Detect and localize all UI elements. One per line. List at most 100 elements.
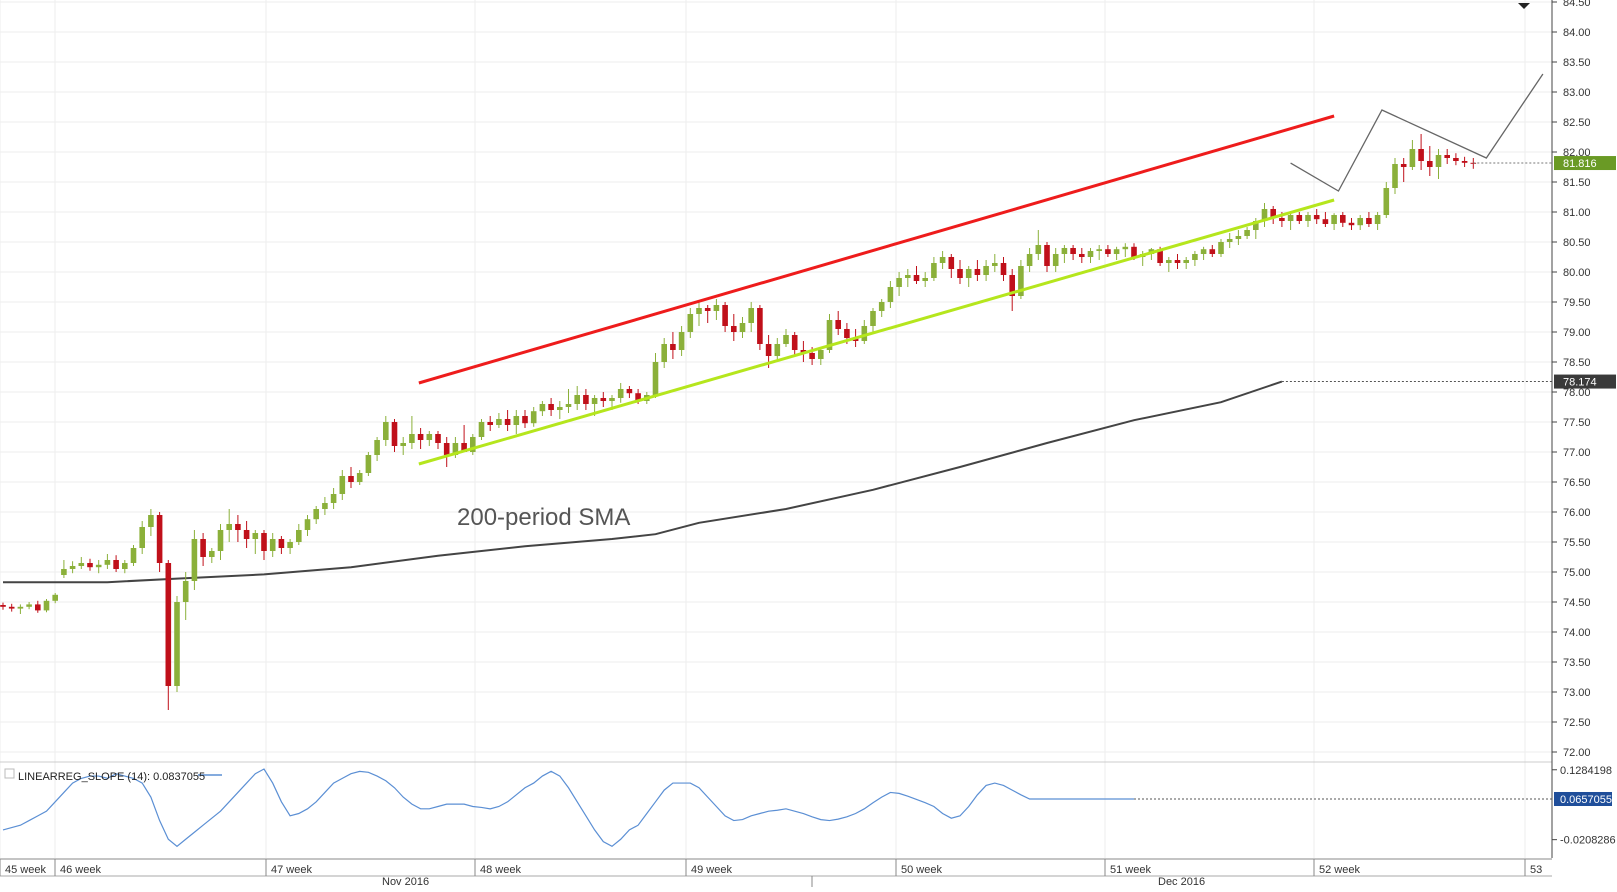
week-tick-label: 46 week — [60, 864, 101, 876]
sma-annotation: 200-period SMA — [457, 504, 630, 531]
candle-body — [818, 350, 824, 359]
candle-body — [35, 604, 41, 611]
week-tick-label: 47 week — [271, 864, 312, 876]
price-tick-label: 84.50 — [1563, 0, 1591, 9]
candle-body — [1105, 249, 1111, 254]
candle-body — [1226, 239, 1233, 242]
candle-body — [1340, 215, 1346, 223]
candle-body — [1400, 164, 1407, 167]
candle-body — [1296, 215, 1303, 221]
candle-body — [809, 353, 815, 359]
candle-body — [339, 476, 346, 494]
candle-body — [1061, 248, 1068, 254]
candle-body — [896, 278, 902, 287]
price-tick-label: 81.00 — [1563, 207, 1591, 219]
candle-body — [1357, 218, 1363, 226]
price-tick-label: 79.50 — [1563, 297, 1591, 309]
candle-body — [835, 320, 841, 329]
candle-body — [356, 473, 363, 482]
candle-body — [1244, 230, 1250, 236]
candle-body — [87, 563, 93, 568]
candle-body — [174, 602, 180, 686]
price-tick-label: 83.00 — [1563, 87, 1591, 99]
candle-body — [678, 332, 685, 350]
month-tick-label: Nov 2016 — [382, 876, 429, 887]
candle-body — [1018, 266, 1024, 296]
price-tick-label: 75.00 — [1563, 567, 1591, 579]
candle-body — [1287, 215, 1294, 221]
candle-body — [739, 323, 746, 332]
candle-body — [1383, 188, 1390, 215]
candle-body — [1253, 221, 1259, 230]
sma-line — [3, 380, 1283, 584]
week-tick-label: 51 week — [1110, 864, 1151, 876]
candle-body — [365, 455, 372, 473]
candle-body — [52, 594, 58, 601]
price-tick-label: 73.50 — [1563, 657, 1591, 669]
candle-body — [235, 524, 241, 530]
candle-body — [1435, 155, 1442, 167]
candle-body — [478, 422, 485, 437]
price-tick-label: 74.50 — [1563, 597, 1591, 609]
price-tick-label: 78.50 — [1563, 357, 1591, 369]
candle-body — [182, 581, 189, 602]
candle-body — [409, 434, 415, 443]
indicator-value-box — [1554, 791, 1612, 806]
candle-body — [1409, 149, 1416, 167]
candle-body — [539, 404, 546, 412]
indicator-value-label: 0.0657055 — [1560, 794, 1612, 806]
candle-body — [1305, 215, 1311, 221]
candle-body — [1374, 215, 1381, 224]
scroll-marker-icon — [1518, 3, 1530, 9]
candle-body — [278, 539, 285, 548]
price-tick-label: 82.00 — [1563, 147, 1591, 159]
candle-body — [992, 263, 998, 266]
price-tick-label: 73.00 — [1563, 687, 1591, 699]
candle-body — [1009, 275, 1015, 296]
candle-body — [965, 269, 972, 278]
candle-body — [609, 398, 615, 401]
candle-body — [583, 395, 589, 404]
candle-body — [243, 530, 250, 539]
candle-body — [261, 533, 267, 551]
candle-body — [391, 422, 398, 446]
candle-body — [591, 398, 598, 404]
indicator-tick-label: -0.0208286 — [1560, 835, 1616, 847]
candle-body — [1313, 215, 1320, 220]
candle-body — [1079, 254, 1085, 257]
candle-body — [1026, 254, 1033, 266]
week-tick-label: 53 — [1530, 864, 1542, 876]
candle-body — [974, 269, 981, 275]
candle-body — [156, 515, 163, 563]
price-tick-label: 74.00 — [1563, 627, 1591, 639]
candle-body — [1322, 219, 1329, 224]
last-price-label: 81.816 — [1563, 158, 1597, 170]
candle-body — [452, 443, 459, 455]
candle-body — [870, 311, 876, 326]
candle-body — [1261, 209, 1268, 221]
candle-body — [1096, 249, 1102, 251]
candle-body — [922, 278, 928, 281]
candle-body — [461, 443, 467, 452]
candle-body — [322, 503, 328, 509]
candle-body — [217, 530, 224, 551]
candle-body — [557, 407, 563, 410]
candle-body — [17, 606, 24, 609]
sma-price-box — [1554, 374, 1616, 389]
candle-body — [304, 519, 311, 530]
candle-body — [26, 604, 32, 607]
candle-body — [78, 563, 85, 566]
candle-body — [165, 563, 172, 686]
candle-body — [1174, 260, 1181, 263]
month-tick-label: Dec 2016 — [1158, 876, 1205, 887]
price-tick-label: 81.50 — [1563, 177, 1591, 189]
candle-body — [122, 563, 128, 569]
indicator-line — [2, 768, 1134, 848]
candle-body — [844, 329, 850, 338]
candle-body — [713, 305, 720, 311]
candle-body — [670, 344, 676, 350]
price-tick-label: 78.00 — [1563, 387, 1591, 399]
candle-body — [783, 335, 789, 344]
